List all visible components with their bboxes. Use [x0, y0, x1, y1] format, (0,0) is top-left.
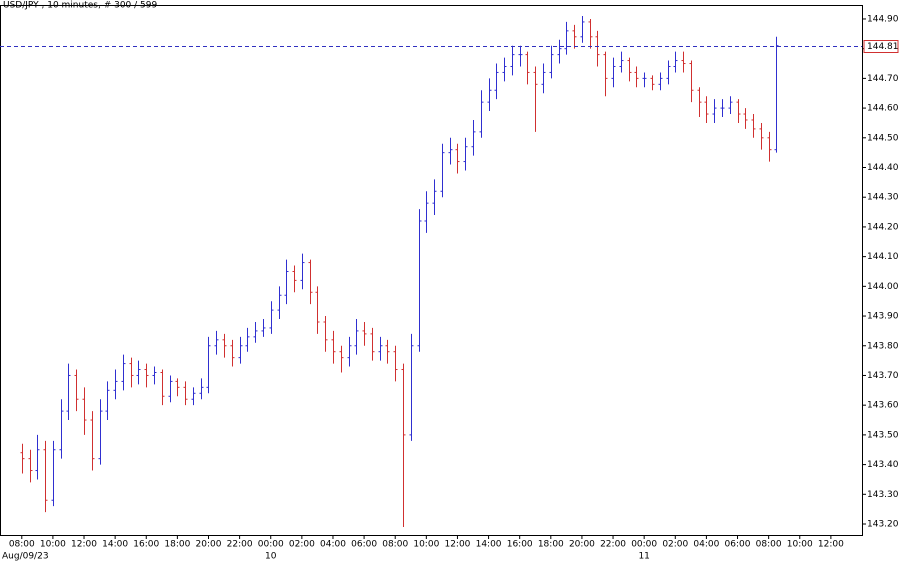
- y-tick-label: 143.20: [867, 520, 899, 530]
- x-tick-label: 00:00: [258, 540, 284, 550]
- y-tick-label: 143.80: [867, 341, 899, 351]
- x-tick-label: 16:00: [507, 540, 533, 550]
- x-tick-label: 14:00: [102, 540, 128, 550]
- x-tick-label: 20:00: [569, 540, 595, 550]
- x-tick-label: 08:00: [9, 540, 35, 550]
- date-label: 10: [265, 552, 277, 562]
- y-tick-label: 144.70: [867, 74, 899, 84]
- x-tick-label: 10:00: [787, 540, 813, 550]
- chart-title: USD/JPY , 10 minutes, # 300 / 599: [3, 1, 157, 11]
- x-tick-label: 02:00: [289, 540, 315, 550]
- last-price-label: 144.81: [867, 42, 899, 52]
- x-tick-label: 20:00: [196, 540, 222, 550]
- x-tick-label: 06:00: [351, 540, 377, 550]
- date-label: 11: [638, 552, 649, 562]
- y-tick-label: 143.90: [867, 312, 899, 322]
- x-tick-label: 08:00: [382, 540, 408, 550]
- y-tick-label: 143.30: [867, 490, 899, 500]
- y-tick-label: 144.10: [867, 252, 899, 262]
- x-tick-label: 04:00: [693, 540, 719, 550]
- plot-border: [0, 5, 863, 536]
- x-tick-label: 00:00: [631, 540, 657, 550]
- x-tick-label: 10:00: [40, 540, 66, 550]
- x-tick-label: 06:00: [725, 540, 751, 550]
- last-price-box: [863, 40, 899, 53]
- date-label: Aug/09/23: [2, 552, 49, 562]
- y-tick-label: 144.30: [867, 193, 899, 203]
- x-tick-label: 02:00: [662, 540, 688, 550]
- y-tick-label: 144.00: [867, 282, 899, 292]
- x-tick-label: 12:00: [444, 540, 470, 550]
- x-tick-label: 10:00: [413, 540, 439, 550]
- y-tick-label: 144.20: [867, 222, 899, 232]
- x-tick-label: 18:00: [538, 540, 564, 550]
- x-tick-label: 16:00: [133, 540, 159, 550]
- y-tick-label: 143.40: [867, 460, 899, 470]
- y-tick-label: 143.60: [867, 401, 899, 411]
- y-tick-label: 144.40: [867, 163, 899, 173]
- x-tick-label: 22:00: [600, 540, 626, 550]
- y-tick-label: 144.90: [867, 14, 899, 24]
- x-tick-label: 08:00: [756, 540, 782, 550]
- x-tick-label: 04:00: [320, 540, 346, 550]
- x-tick-label: 12:00: [818, 540, 844, 550]
- x-tick-label: 14:00: [476, 540, 502, 550]
- y-tick-label: 144.60: [867, 104, 899, 114]
- x-tick-label: 22:00: [227, 540, 253, 550]
- y-tick-label: 144.50: [867, 133, 899, 143]
- y-tick-label: 143.70: [867, 371, 899, 381]
- x-tick-label: 18:00: [164, 540, 190, 550]
- x-tick-label: 12:00: [71, 540, 97, 550]
- y-tick-label: 143.50: [867, 430, 899, 440]
